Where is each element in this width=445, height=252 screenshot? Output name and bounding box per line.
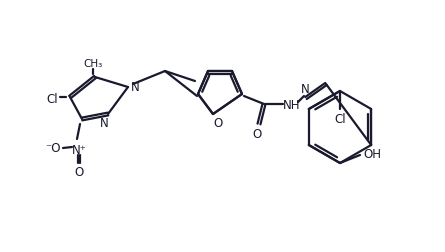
Text: OH: OH: [363, 148, 381, 161]
Text: N⁺: N⁺: [72, 143, 86, 156]
Text: O: O: [213, 116, 222, 129]
Text: CH₃: CH₃: [83, 59, 103, 69]
Text: ⁻O: ⁻O: [45, 142, 61, 155]
Text: O: O: [74, 165, 84, 178]
Text: N: N: [100, 116, 109, 129]
Text: N: N: [301, 82, 309, 95]
Text: NH: NH: [283, 98, 301, 111]
Text: N: N: [131, 80, 139, 93]
Text: Cl: Cl: [46, 92, 58, 105]
Text: Cl: Cl: [334, 112, 346, 125]
Text: O: O: [252, 128, 262, 141]
